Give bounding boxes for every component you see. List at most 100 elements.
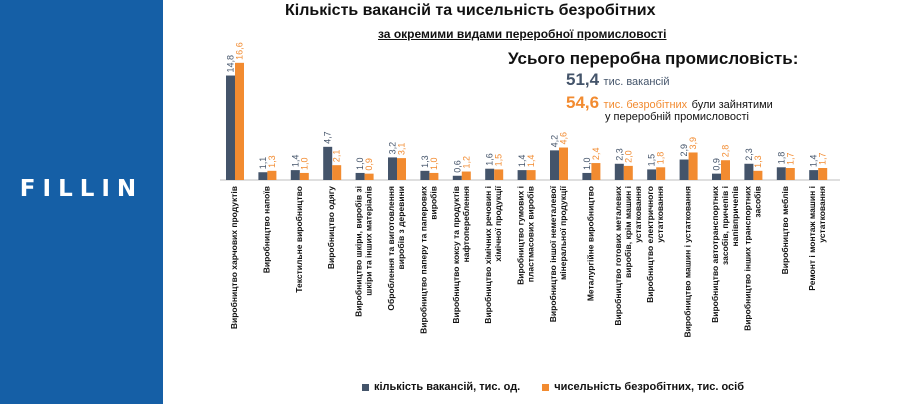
bar-unemployed: [818, 168, 828, 180]
bar-unemployed: [235, 62, 244, 180]
data-label: 3,1: [397, 143, 407, 156]
category-label: Виробництво меблів: [780, 186, 790, 274]
category-label: Виробництво харчових продуктів: [229, 186, 239, 329]
data-label: 1,0: [299, 157, 309, 170]
category-label: Металургійне виробництво: [585, 186, 595, 301]
data-label: 0,6: [452, 160, 462, 173]
bar-unemployed: [559, 147, 568, 180]
legend-label-vacancies: кількість вакансій, тис. од.: [374, 381, 521, 393]
data-label: 1,4: [526, 155, 536, 168]
category-label: Виробництво автотранспортнихзасобів, при…: [710, 186, 740, 323]
data-label: 2,1: [332, 150, 342, 163]
category-label: Виробництво хімічних речовин іхімічної п…: [483, 185, 503, 323]
data-label: 4,2: [550, 135, 560, 148]
vacancies-total: 51,4: [566, 70, 600, 89]
data-label: 1,4: [809, 155, 819, 168]
category-label: Виробництво коксу та продуктівнафтопереб…: [451, 186, 471, 324]
bar-unemployed: [494, 169, 504, 180]
category-label: Виробництво гумових іпластмасових виробі…: [516, 186, 536, 285]
bar-vacancies: [485, 168, 495, 180]
data-label: 1,7: [785, 152, 795, 165]
data-label: 1,0: [429, 157, 439, 170]
unemployed-note-2: у переробній промисловості: [605, 111, 749, 123]
data-label: 1,5: [647, 154, 657, 167]
bar-vacancies: [744, 163, 754, 180]
bar-vacancies: [679, 159, 689, 180]
category-label: Виробництво готових металевихвиробів, кр…: [613, 186, 643, 326]
bar-vacancies: [226, 75, 235, 180]
bar-unemployed: [688, 152, 698, 180]
data-label: 1,3: [267, 155, 277, 168]
category-label: Ремонт і монтаж машин іустатковання: [807, 186, 827, 291]
legend-label-unemployed: чисельність безробітних, тис. осіб: [554, 381, 745, 393]
data-label: 16,6: [235, 42, 245, 60]
bar-unemployed: [397, 158, 406, 180]
bar-vacancies: [776, 167, 786, 180]
legend-swatch-unemployed: [542, 383, 550, 391]
data-label: 2,9: [679, 144, 689, 157]
bar-vacancies: [550, 150, 559, 180]
category-label: Виробництво напоїв: [261, 186, 271, 273]
bar-vacancies: [420, 170, 430, 180]
data-label: 1,4: [517, 155, 527, 168]
bar-vacancies: [582, 172, 592, 180]
bar-vacancies: [517, 170, 527, 180]
data-label: 1,6: [485, 153, 495, 166]
data-label: 3,9: [688, 137, 698, 150]
bar-unemployed: [267, 170, 277, 180]
category-label: Текстильне виробництво: [294, 186, 304, 293]
bar-vacancies: [290, 170, 300, 180]
data-label: 3,2: [388, 142, 398, 155]
bar-vacancies: [647, 169, 657, 180]
bar-unemployed: [364, 173, 374, 180]
summary-unemployed: 54,6 тис. безробітних були зайнятими: [566, 93, 773, 113]
data-label: 2,8: [721, 145, 731, 158]
bar-unemployed: [753, 170, 763, 180]
bar-vacancies: [614, 163, 624, 180]
chart-subtitle: за окремими видами переробної промислово…: [378, 27, 667, 41]
data-label: 2,3: [614, 148, 624, 161]
bar-unemployed: [526, 170, 536, 180]
bar-unemployed: [656, 167, 666, 180]
data-label: 1,0: [582, 157, 592, 170]
bar-vacancies: [323, 146, 333, 180]
bar-unemployed: [461, 171, 471, 180]
data-label: 14,8: [226, 55, 236, 73]
data-label: 1,2: [461, 156, 471, 169]
data-label: 4,6: [559, 132, 569, 145]
data-label: 1,0: [355, 157, 365, 170]
category-label: Виробництво інших транспортнихзасобів: [742, 186, 762, 331]
data-label: 1,8: [656, 152, 666, 165]
data-label: 1,3: [753, 155, 763, 168]
data-label: 1,8: [776, 152, 786, 165]
unemployed-total: 54,6: [566, 93, 600, 112]
bar-unemployed: [591, 163, 601, 180]
bar-vacancies: [355, 172, 365, 180]
category-label: Виробництво іншої неметалевоїмінеральної…: [548, 185, 568, 322]
chart-title: Кількість вакансій та чисельність безроб…: [285, 2, 656, 19]
category-label: Оброблення та виготовленнявиробів з дере…: [386, 186, 406, 311]
summary-heading: Усього переробна промисловість:: [508, 49, 799, 68]
bar-vacancies: [712, 173, 721, 180]
data-label: 1,7: [818, 152, 828, 165]
bar-vacancies: [388, 157, 397, 180]
legend: кількість вакансій, тис. од. чисельність…: [362, 381, 766, 393]
data-label: 2,4: [591, 148, 601, 161]
category-label: Виробництво електричногоустатковання: [645, 186, 665, 303]
unemployed-note: були зайнятими: [691, 99, 773, 111]
legend-item-unemployed: чисельність безробітних, тис. осіб: [542, 381, 744, 393]
legend-swatch-vacancies: [362, 383, 369, 391]
data-label: 0,9: [364, 158, 374, 171]
data-label: 1,3: [420, 155, 430, 168]
data-label: 0,9: [712, 158, 722, 171]
bar-unemployed: [623, 165, 633, 180]
data-label: 2,3: [744, 148, 754, 161]
fillin-logo: FILLIN: [19, 176, 144, 202]
data-label: 1,4: [290, 155, 300, 168]
data-label: 2,0: [623, 150, 633, 163]
category-label: Виробництво шкіри, виробів зішкіри та ін…: [354, 186, 374, 317]
bar-unemployed: [332, 165, 342, 180]
bar-vacancies: [452, 175, 462, 180]
bar-unemployed: [299, 172, 309, 180]
category-label: Виробництво паперу та паперовихвиробів: [418, 186, 438, 334]
